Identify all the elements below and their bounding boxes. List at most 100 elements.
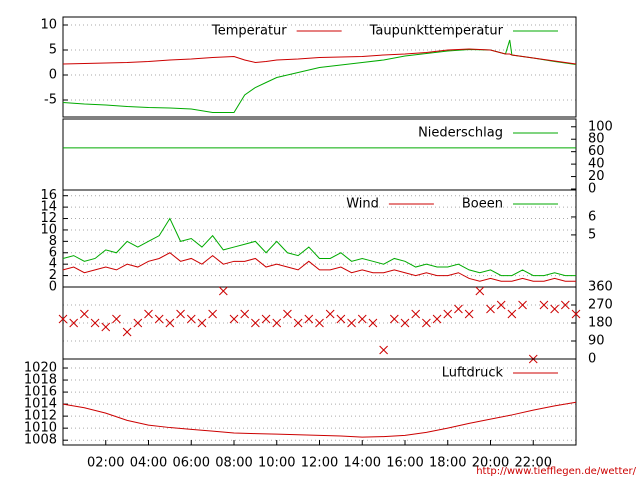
x-tick-label: 02:00 — [87, 456, 124, 471]
direction-point — [550, 304, 559, 314]
direction-point — [208, 309, 217, 319]
y-tick-label: 1012 — [24, 409, 57, 424]
y-tick-label: 1008 — [24, 433, 57, 448]
y-tick-label: 12 — [40, 211, 57, 226]
legend-label: Luftdruck — [442, 366, 504, 381]
legend-label: Boeen — [462, 197, 503, 212]
y-tick-label: 10 — [40, 18, 57, 33]
direction-point — [154, 314, 164, 324]
direction-point — [251, 318, 260, 328]
direction-point — [422, 318, 431, 328]
direction-point — [186, 314, 196, 324]
direction-point — [90, 318, 100, 328]
y-tick-label: 1018 — [24, 373, 57, 388]
y2-tick-label: 5 — [588, 227, 596, 242]
direction-point — [486, 304, 495, 314]
direction-point — [261, 314, 271, 324]
direction-point — [518, 300, 527, 310]
direction-point — [304, 314, 314, 324]
direction-point — [144, 309, 153, 319]
direction-point — [336, 314, 346, 324]
direction-point — [122, 327, 132, 337]
direction-point — [507, 309, 517, 319]
y-tick-label: 0 — [49, 280, 57, 295]
x-tick-label: 08:00 — [215, 456, 252, 471]
x-tick-label: 14:00 — [344, 456, 381, 471]
x-tick-label: 06:00 — [173, 456, 210, 471]
direction-point — [400, 318, 410, 328]
direction-point — [80, 309, 89, 319]
direction-point — [218, 286, 228, 296]
y-tick-label: 20 — [588, 169, 605, 184]
direction-point — [240, 309, 250, 319]
series-line — [62, 217, 576, 277]
y-tick-label: 100 — [588, 119, 613, 134]
series-line — [62, 39, 577, 113]
legend-label: Temperatur — [211, 24, 287, 39]
footer-url: http://www.tiefflegen.de/wetter/ — [476, 466, 636, 477]
direction-point — [454, 304, 463, 314]
y-tick-label: 90 — [588, 334, 605, 349]
y-tick-label: 1010 — [24, 421, 57, 436]
direction-point — [411, 309, 421, 319]
direction-point — [101, 322, 111, 332]
y-tick-label: 80 — [588, 132, 605, 147]
y-tick-label: 360 — [588, 280, 613, 295]
direction-point — [69, 318, 79, 328]
y2-tick-label: 6 — [588, 209, 596, 224]
y-tick-label: 60 — [588, 144, 605, 159]
direction-point — [176, 309, 185, 319]
y-tick-label: 16 — [40, 188, 57, 203]
legend-label: Taupunkttemperatur — [369, 24, 504, 39]
y-tick-label: 1020 — [24, 361, 57, 376]
direction-point — [272, 318, 282, 328]
series-line — [62, 401, 577, 438]
y-tick-label: -5 — [44, 93, 57, 108]
direction-point — [571, 309, 581, 319]
x-tick-label: 10:00 — [258, 456, 295, 471]
direction-point — [496, 300, 506, 310]
direction-point — [229, 314, 239, 324]
y-tick-label: 1016 — [24, 385, 57, 400]
series-line — [62, 48, 577, 65]
y-tick-label: 0 — [49, 68, 57, 83]
y-tick-label: 8 — [49, 234, 57, 249]
direction-point — [539, 300, 549, 310]
direction-point — [315, 318, 324, 328]
y-tick-label: 14 — [40, 200, 57, 215]
direction-point — [443, 309, 453, 319]
x-tick-label: 04:00 — [130, 456, 167, 471]
direction-point — [293, 318, 303, 328]
direction-point — [347, 318, 356, 328]
direction-point — [283, 309, 292, 319]
x-tick-label: 16:00 — [386, 456, 423, 471]
direction-point — [133, 318, 143, 328]
y-tick-label: 40 — [588, 157, 605, 172]
direction-point — [475, 286, 485, 296]
x-tick-label: 20:00 — [472, 456, 509, 471]
y-tick-label: 2 — [49, 268, 57, 283]
direction-point — [464, 309, 474, 319]
y-tick-label: 270 — [588, 298, 613, 313]
direction-point — [325, 309, 335, 319]
direction-point — [112, 314, 121, 324]
legend-label: Niederschlag — [418, 126, 503, 141]
direction-point — [432, 314, 442, 324]
x-tick-label: 22:00 — [515, 456, 552, 471]
direction-point — [560, 300, 570, 310]
y-tick-label: 10 — [40, 222, 57, 237]
direction-point — [165, 318, 175, 328]
direction-point — [379, 345, 388, 355]
x-tick-label: 12:00 — [301, 456, 338, 471]
y-tick-label: 0 — [588, 182, 596, 197]
y-tick-label: 4 — [49, 257, 57, 272]
legend-label: Wind — [346, 197, 379, 212]
y-tick-label: 1014 — [24, 397, 57, 412]
y-tick-label: 6 — [49, 245, 57, 260]
y-tick-label: 0 — [588, 352, 596, 367]
direction-point — [58, 314, 68, 324]
series-line — [62, 252, 576, 282]
panel-frame — [62, 16, 577, 118]
panel-frame — [62, 358, 577, 446]
